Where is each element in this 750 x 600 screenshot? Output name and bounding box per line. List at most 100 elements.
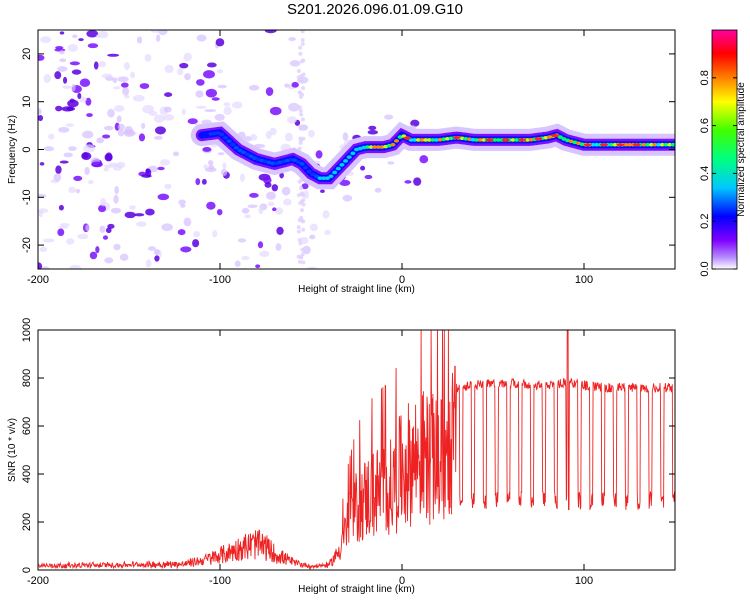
spectrogram-heatmap <box>38 15 675 269</box>
spectrogram-blob <box>84 166 90 176</box>
ridge-core <box>492 138 498 142</box>
spectrogram-blob <box>60 222 70 227</box>
spectrogram-blob <box>367 129 378 135</box>
spectrogram-blob <box>55 105 63 112</box>
ridge-core <box>645 142 651 147</box>
bottom-y-tick-label: 600 <box>21 417 33 435</box>
spectrogram-blob <box>91 161 103 168</box>
spectrogram-blob <box>163 106 172 113</box>
spectrogram-blob <box>71 83 76 92</box>
spectrogram-blob <box>249 134 258 141</box>
spectrogram-blob <box>247 204 258 208</box>
spectrogram-blob <box>43 146 55 152</box>
bottom-y-tick-label: 200 <box>21 513 33 531</box>
spectrogram-blob <box>298 108 303 113</box>
spectrogram-blob <box>41 266 50 269</box>
ridge-core <box>324 176 330 180</box>
spectrogram-blob <box>114 186 119 195</box>
spectrogram-blob <box>303 190 310 200</box>
spectrogram-blob <box>297 238 302 243</box>
ridge-core <box>317 176 323 180</box>
spectrogram-blob <box>216 208 223 216</box>
spectrogram-blob <box>113 243 121 251</box>
spectrogram-blob <box>288 37 296 42</box>
spectrogram-blob <box>300 117 305 122</box>
ridge-core <box>663 142 669 147</box>
spectrogram-blob <box>59 50 65 55</box>
ridge-peak <box>550 134 559 138</box>
top-x-tick-label: 100 <box>575 274 593 286</box>
ridge-core <box>321 176 327 180</box>
spectrogram-blob <box>204 109 217 113</box>
spectrogram-blob <box>289 60 301 67</box>
spectrogram-blob <box>300 42 305 47</box>
ridge-core <box>419 138 425 142</box>
spectrogram-blob <box>88 179 94 185</box>
ridge-core <box>641 142 647 147</box>
spectrogram-blob <box>298 140 303 145</box>
bottom-x-tick-label: 0 <box>399 575 405 587</box>
spectrogram-blob <box>301 72 306 77</box>
spectrogram-blob <box>237 238 247 243</box>
spectrogram-blob <box>258 205 264 215</box>
spectrogram-blob <box>198 15 209 21</box>
spectrogram-blob <box>161 223 173 232</box>
spectrogram-blob <box>279 172 284 179</box>
spectrogram-blob <box>309 234 316 240</box>
spectrogram-blob <box>77 92 82 99</box>
spectrogram-blob <box>57 66 68 72</box>
spectrogram-blob <box>281 186 291 196</box>
spectrogram-blob <box>413 177 422 186</box>
spectrogram-blob <box>196 79 205 86</box>
spectrogram-blob <box>113 194 119 204</box>
spectrogram-blob <box>297 218 302 223</box>
spectrogram-blob <box>124 211 136 219</box>
top-y-tick-label: 20 <box>21 48 33 60</box>
spectrogram-blob <box>162 114 175 121</box>
spectrogram-blob <box>58 204 64 211</box>
snr-plot-area <box>38 330 675 570</box>
colorbar-label: Normalized spectral amplitude <box>736 82 747 217</box>
ridge-core <box>495 138 501 142</box>
spectrogram-blob <box>134 213 145 217</box>
spectrogram-blob <box>117 123 125 131</box>
spectrogram-blob <box>68 186 77 194</box>
spectrogram-blob <box>62 85 72 89</box>
spectrogram-blob <box>368 125 377 131</box>
spectrogram-blob <box>342 194 353 202</box>
spectrogram-blob <box>116 115 122 123</box>
spectrogram-blob <box>269 106 282 116</box>
ridge-core <box>350 151 356 156</box>
spectrogram-blob <box>102 134 111 139</box>
spectrogram-blob <box>384 114 394 120</box>
spectrogram-blob <box>299 79 304 84</box>
ridge-peak <box>501 138 510 142</box>
spectrogram-blob <box>154 126 166 135</box>
spectrogram-blob <box>42 238 55 243</box>
ridge-peak <box>632 143 641 147</box>
colorbar-tick-label: 0.6 <box>699 118 711 133</box>
spectrogram-blob <box>291 81 299 88</box>
spectrogram-blob <box>93 61 99 70</box>
ridge-core <box>233 146 239 150</box>
ridge-core <box>415 138 421 142</box>
spectrogram-blob <box>66 106 76 111</box>
spectrogram-blob <box>113 105 125 112</box>
spectrogram-blob <box>267 201 275 207</box>
ridge-core <box>394 139 400 143</box>
ridge-core <box>375 145 381 149</box>
ridge-core <box>332 170 338 175</box>
spectrogram-blob <box>129 71 136 79</box>
spectrogram-blob <box>177 229 186 236</box>
spectrogram-blob <box>387 161 395 165</box>
ridge-core <box>390 142 396 147</box>
ridge-core <box>364 145 370 149</box>
spectrogram-blob <box>419 155 429 164</box>
ridge-peak <box>600 143 609 147</box>
bottom-y-tick-label: 400 <box>21 465 33 483</box>
spectrogram-blob <box>276 226 284 235</box>
spectrogram-blob <box>296 69 301 74</box>
ridge-core <box>670 142 675 147</box>
spectrogram-blob <box>249 192 259 198</box>
spectrogram-blob <box>275 207 284 215</box>
